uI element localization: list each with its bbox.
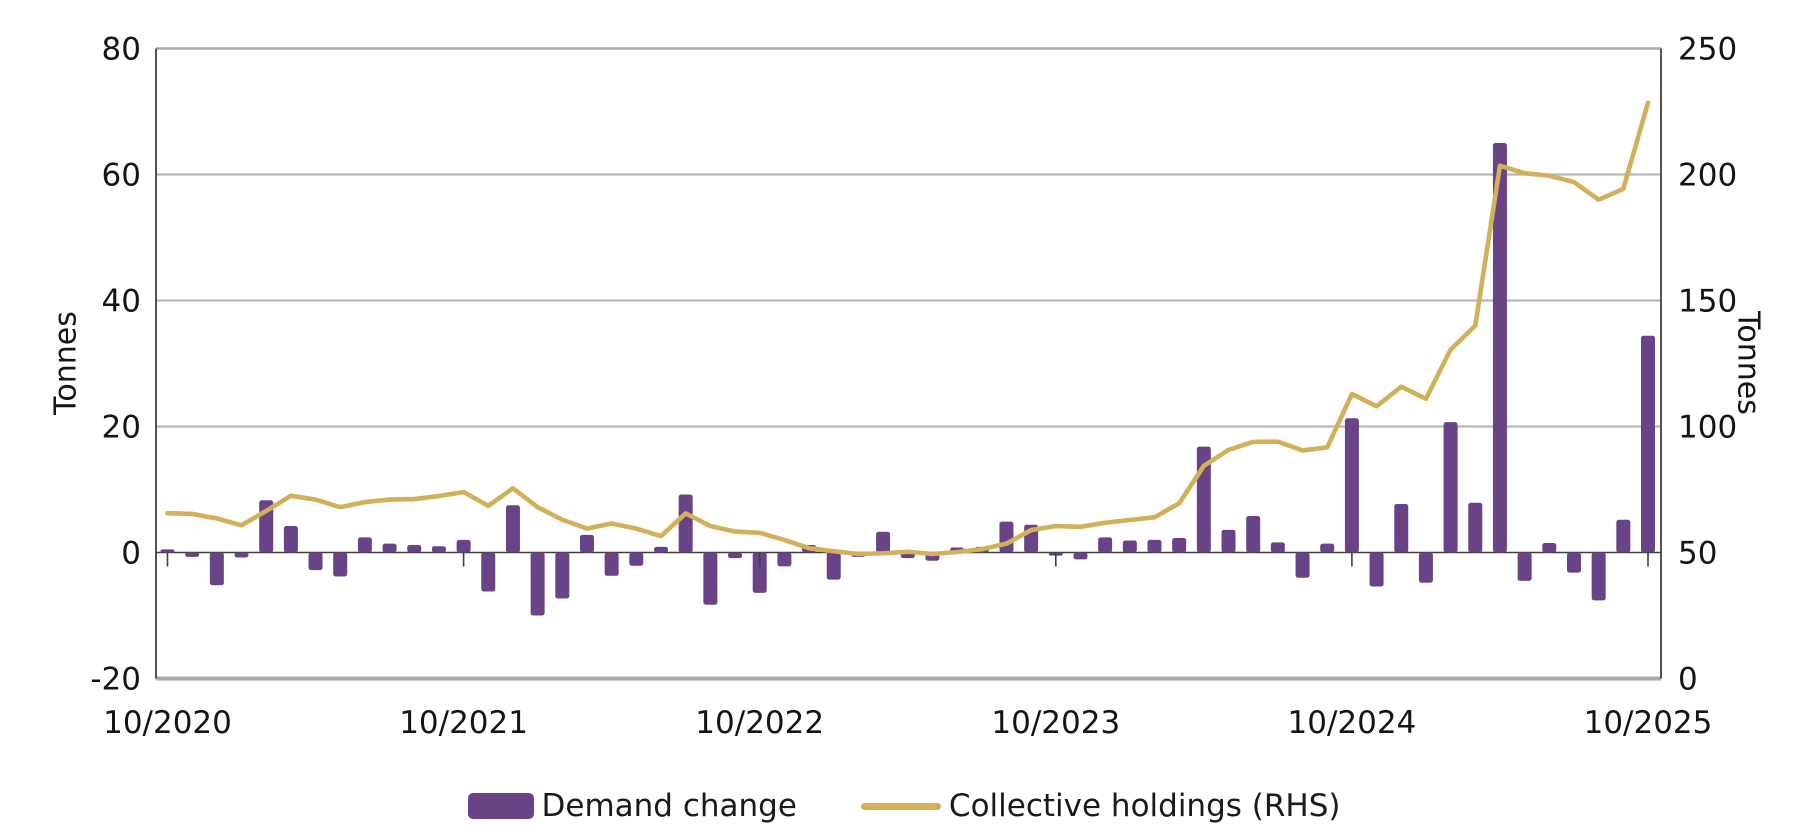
bar-demand-change: [654, 546, 668, 553]
bar-demand-change: [308, 552, 323, 571]
right-axis-tick-label: 50: [1678, 536, 1717, 572]
right-axis-title: Tonnes: [1730, 311, 1766, 415]
right-axis-tick-label: 0: [1678, 662, 1698, 698]
bar-demand-change: [1147, 539, 1162, 553]
bar-demand-change: [333, 552, 348, 577]
bar-demand-change: [1591, 552, 1606, 601]
bar-demand-change: [1098, 537, 1113, 553]
bar-demand-change: [1270, 542, 1285, 553]
bar-demand-change: [456, 539, 471, 553]
bar-demand-change: [555, 552, 570, 599]
bar-demand-change: [382, 543, 397, 553]
left-axis-tick-label: 80: [102, 32, 141, 68]
bar-demand-change: [703, 552, 718, 605]
bar-demand-change: [1073, 552, 1088, 560]
bar-demand-change: [1246, 515, 1261, 553]
left-axis-tick-label: 20: [102, 410, 141, 446]
collective-holdings-line-swatch-icon: [860, 802, 941, 810]
bar-demand-change: [604, 552, 619, 576]
right-axis-tick-label: 200: [1678, 158, 1737, 194]
bar-demand-change: [1295, 552, 1310, 578]
bar-demand-change: [728, 552, 743, 559]
bar-demand-change: [505, 505, 520, 553]
bar-demand-change: [283, 526, 298, 553]
bar-demand-change: [481, 552, 496, 592]
line-collective-holdings: [165, 100, 1651, 557]
bar-demand-change: [1542, 543, 1557, 553]
bar-demand-change: [1566, 552, 1581, 573]
bar-demand-change: [407, 544, 422, 553]
left-axis-tick-label: 60: [102, 158, 141, 194]
bar-demand-change: [160, 549, 175, 553]
bar-demand-change: [185, 552, 200, 557]
bar-demand-change: [1172, 538, 1187, 553]
bar-demand-change: [678, 494, 693, 553]
left-axis-tick-label: 0: [121, 536, 141, 572]
legend-item-demand-change: Demand change: [467, 788, 797, 824]
x-axis-tick-label: 10/2022: [695, 705, 824, 741]
bar-demand-change: [1443, 422, 1458, 553]
bar-demand-change: [530, 552, 545, 616]
bar-demand-change: [752, 552, 767, 593]
demand-change-swatch-icon: [467, 793, 534, 819]
bar-demand-change: [1517, 552, 1532, 581]
bar-demand-change: [234, 552, 249, 558]
bar-demand-change: [1221, 529, 1236, 553]
legend: Demand change Collective holdings (RHS): [0, 780, 1808, 832]
right-axis-tick-label: 250: [1678, 32, 1737, 68]
bar-demand-change: [1468, 502, 1483, 553]
combo-chart: 80 60 40 20 0 -20 250 200 150 100 50 0 10/2020 10/202…: [48, 32, 1766, 742]
bar-demand-change: [1641, 335, 1655, 553]
left-axis-tick-label: 40: [102, 284, 141, 320]
x-axis-tick-label: 10/2021: [399, 705, 528, 741]
legend-label-demand-change: Demand change: [541, 788, 797, 824]
right-axis-tick-label: 150: [1678, 284, 1737, 320]
bar-demand-change: [1344, 418, 1359, 553]
bar-demand-change: [999, 521, 1014, 553]
legend-item-collective-holdings: Collective holdings (RHS): [860, 788, 1341, 824]
right-axis-tick-label: 100: [1678, 410, 1737, 446]
bar-demand-change: [1369, 552, 1384, 587]
bar-demand-change: [1394, 503, 1409, 553]
bar-demand-change: [826, 552, 841, 580]
bar-demand-change: [431, 546, 446, 553]
bar-demand-change: [1492, 143, 1507, 553]
bar-demand-change: [1320, 543, 1335, 553]
legend-label-collective-holdings: Collective holdings (RHS): [948, 788, 1341, 824]
bar-demand-change: [1616, 519, 1631, 553]
x-axis-tick-label: 10/2023: [991, 705, 1120, 741]
bar-demand-change: [1418, 552, 1433, 583]
x-axis-tick-label: 10/2025: [1584, 705, 1713, 741]
bar-demand-change: [629, 552, 644, 566]
x-axis-tick-label: 10/2020: [103, 705, 232, 741]
x-axis-tick-label: 10/2024: [1288, 705, 1417, 741]
left-axis-title: Tonnes: [48, 311, 84, 415]
bar-demand-change: [876, 531, 891, 553]
bar-demand-change: [777, 552, 792, 567]
left-axis-tick-label: -20: [90, 662, 141, 698]
bar-demand-change: [209, 552, 224, 586]
bar-demand-change: [579, 534, 594, 553]
bar-demand-change: [1122, 540, 1137, 553]
bar-demand-change: [357, 537, 372, 553]
